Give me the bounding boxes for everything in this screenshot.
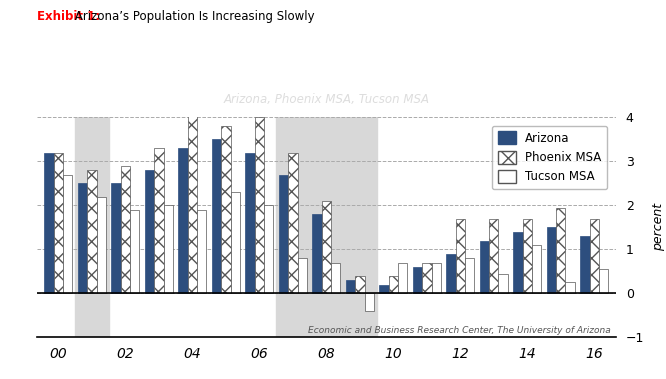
Bar bbox=[254, 117, 264, 293]
Legend: Arizona, Phoenix MSA, Tucson MSA: Arizona, Phoenix MSA, Tucson MSA bbox=[492, 125, 607, 190]
Bar bbox=[298, 258, 307, 293]
Bar bbox=[322, 201, 331, 293]
Bar bbox=[456, 219, 465, 293]
Bar bbox=[188, 113, 197, 293]
Text: Economic and Business Research Center, The University of Arizona: Economic and Business Research Center, T… bbox=[308, 326, 610, 335]
Y-axis label: percent: percent bbox=[653, 204, 665, 251]
Bar bbox=[398, 263, 408, 293]
Text: Arizona, Phoenix MSA, Tucson MSA: Arizona, Phoenix MSA, Tucson MSA bbox=[223, 93, 430, 106]
Bar bbox=[145, 170, 155, 293]
Bar bbox=[422, 263, 432, 293]
Text: Arizona’s Population Is Increasing Slowly: Arizona’s Population Is Increasing Slowl… bbox=[71, 10, 315, 23]
Bar bbox=[446, 254, 456, 293]
Bar bbox=[379, 285, 389, 293]
Bar bbox=[276, 117, 376, 337]
Bar bbox=[556, 208, 565, 293]
Bar bbox=[75, 117, 109, 337]
Bar bbox=[230, 192, 240, 293]
Bar bbox=[346, 280, 355, 293]
Bar bbox=[178, 148, 188, 293]
Bar bbox=[279, 175, 288, 293]
Bar bbox=[111, 183, 121, 293]
Bar bbox=[513, 232, 523, 293]
Bar bbox=[312, 214, 322, 293]
Bar bbox=[599, 269, 608, 293]
Bar bbox=[245, 153, 254, 293]
Bar bbox=[78, 183, 87, 293]
Bar bbox=[264, 205, 274, 293]
Bar bbox=[45, 153, 54, 293]
Bar bbox=[87, 170, 97, 293]
Bar bbox=[413, 267, 422, 293]
Bar bbox=[331, 263, 340, 293]
Bar bbox=[197, 210, 206, 293]
Bar bbox=[389, 276, 398, 293]
Text: Annual Growth Rates: Annual Growth Rates bbox=[227, 58, 426, 76]
Bar bbox=[97, 197, 106, 293]
Bar bbox=[364, 293, 374, 311]
Bar bbox=[498, 274, 508, 293]
Bar bbox=[480, 241, 489, 293]
Bar bbox=[580, 236, 589, 293]
Bar bbox=[54, 153, 63, 293]
Bar bbox=[489, 219, 498, 293]
Text: Exhibit 1:: Exhibit 1: bbox=[37, 10, 100, 23]
Bar bbox=[155, 148, 164, 293]
Bar bbox=[130, 210, 139, 293]
Bar bbox=[465, 258, 474, 293]
Bar bbox=[221, 126, 230, 293]
Bar bbox=[547, 227, 556, 293]
Bar bbox=[432, 263, 441, 293]
Bar bbox=[121, 166, 130, 293]
Bar bbox=[288, 153, 298, 293]
Bar bbox=[212, 139, 221, 293]
Bar bbox=[63, 175, 73, 293]
Bar bbox=[589, 219, 599, 293]
Bar bbox=[532, 245, 541, 293]
Bar bbox=[355, 276, 364, 293]
Bar bbox=[164, 205, 173, 293]
Bar bbox=[523, 219, 532, 293]
Bar bbox=[565, 282, 575, 293]
